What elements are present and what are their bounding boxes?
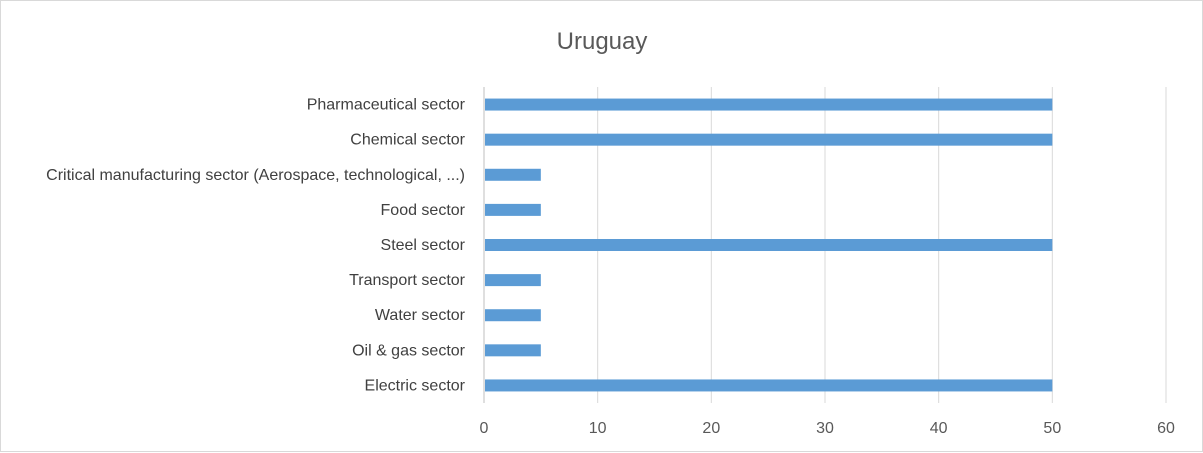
- bar: [485, 344, 541, 357]
- bar: [485, 309, 541, 322]
- x-tick-labels: 0 10 20 30 40 50 60: [480, 420, 1175, 437]
- x-tick-label: 40: [930, 420, 948, 437]
- category-label: Steel sector: [381, 237, 466, 254]
- category-labels: Pharmaceutical sector Chemical sector Crit…: [46, 97, 466, 395]
- bar: [485, 203, 541, 216]
- bar: [485, 133, 1053, 146]
- bar: [485, 98, 1053, 111]
- category-label: Water sector: [375, 307, 466, 324]
- bar: [485, 274, 541, 287]
- x-tick-label: 60: [1157, 420, 1175, 437]
- x-tick-label: 0: [480, 420, 489, 437]
- x-tick-label: 10: [589, 420, 607, 437]
- category-label: Food sector: [381, 202, 466, 219]
- bars: [485, 98, 1053, 392]
- bar: [485, 379, 1053, 392]
- x-tick-label: 30: [816, 420, 834, 437]
- category-label: Electric sector: [365, 377, 466, 394]
- bar: [485, 168, 541, 181]
- category-label: Critical manufacturing sector (Aerospace…: [46, 167, 465, 184]
- x-tick-label: 20: [702, 420, 720, 437]
- category-label: Transport sector: [349, 272, 466, 289]
- x-tick-label: 50: [1043, 420, 1061, 437]
- chart-title: Uruguay: [557, 28, 648, 55]
- category-label: Oil & gas sector: [352, 342, 466, 359]
- category-label: Pharmaceutical sector: [307, 97, 466, 114]
- category-label: Chemical sector: [350, 132, 465, 149]
- bar: [485, 239, 1053, 251]
